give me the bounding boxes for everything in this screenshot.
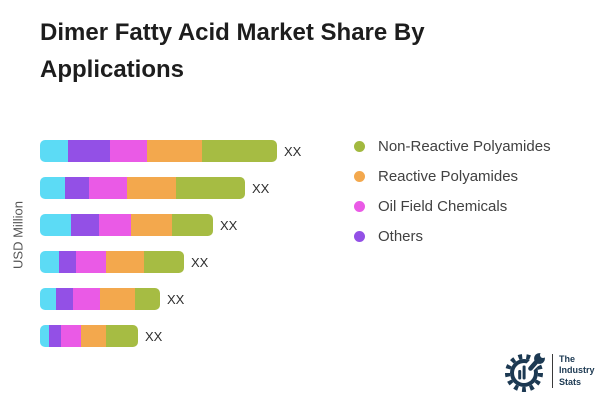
bar-segment-unlabeled[interactable] [40, 251, 59, 273]
logo-divider [552, 354, 553, 388]
bar-segment-reactive-polyamides[interactable] [147, 140, 202, 162]
legend-dot-icon [354, 170, 365, 182]
bar-value-label: XX [191, 254, 209, 270]
bar-segment-others[interactable] [49, 325, 61, 347]
bar-segment-oil-field-chemicals[interactable] [99, 214, 131, 236]
legend-item[interactable]: Oil Field Chemicals [354, 191, 551, 221]
bar-segment-reactive-polyamides[interactable] [127, 177, 176, 199]
legend-label: Non-Reactive Polyamides [378, 137, 551, 155]
bar-segment-reactive-polyamides[interactable] [131, 214, 172, 236]
bar-row: XX [40, 251, 301, 273]
bar-segment-non-reactive-polyamides[interactable] [144, 251, 184, 273]
legend-label: Reactive Polyamides [378, 167, 519, 185]
legend-dot-icon [354, 230, 365, 242]
bar-segment-reactive-polyamides[interactable] [100, 288, 135, 310]
bar-segment-others[interactable] [65, 177, 89, 199]
chart-title: Dimer Fatty Acid Market Share By Applica… [40, 19, 425, 83]
logo-text-line: The [559, 353, 576, 364]
bar-segment-reactive-polyamides[interactable] [106, 251, 144, 273]
bar-segment-others[interactable] [71, 214, 99, 236]
bar-segment-non-reactive-polyamides[interactable] [172, 214, 213, 236]
bar-segment-unlabeled[interactable] [40, 140, 68, 162]
bar-row: XX [40, 177, 301, 199]
legend-item[interactable]: Others [354, 221, 551, 251]
stacked-bar[interactable] [40, 140, 277, 162]
logo-text-line: Stats [559, 376, 582, 387]
legend-item[interactable]: Non-Reactive Polyamides [354, 131, 551, 161]
bar-value-label: XX [252, 180, 270, 196]
bar-segment-unlabeled[interactable] [40, 325, 49, 347]
bar-segment-unlabeled[interactable] [40, 214, 71, 236]
bar-row: XX [40, 288, 301, 310]
bar-row: XX [40, 140, 301, 162]
bar-segment-oil-field-chemicals[interactable] [89, 177, 127, 199]
stacked-bar[interactable] [40, 177, 245, 199]
stacked-bar[interactable] [40, 325, 138, 347]
bar-value-label: XX [220, 217, 238, 233]
bar-segment-others[interactable] [59, 251, 76, 273]
bar-segment-others[interactable] [56, 288, 73, 310]
bar-segment-unlabeled[interactable] [40, 177, 65, 199]
bar-value-label: XX [167, 291, 185, 307]
bar-segment-non-reactive-polyamides[interactable] [202, 140, 277, 162]
legend-dot-icon [354, 140, 365, 152]
legend-dot-icon [354, 200, 365, 212]
bar-segment-oil-field-chemicals[interactable] [110, 140, 147, 162]
logo-text-line: Industry [559, 365, 595, 376]
legend-label: Oil Field Chemicals [378, 197, 508, 215]
bar-value-label: XX [145, 328, 163, 344]
stacked-bar[interactable] [40, 214, 213, 236]
bar-segment-others[interactable] [68, 140, 110, 162]
stacked-bar[interactable] [40, 251, 184, 273]
logo-text: The Industry Stats [559, 354, 595, 389]
industry-stats-gear-wrench-icon [505, 350, 547, 392]
bar-row: XX [40, 325, 301, 347]
logo: The Industry Stats [504, 348, 595, 394]
bar-segment-oil-field-chemicals[interactable] [61, 325, 81, 347]
bar-segment-non-reactive-polyamides[interactable] [106, 325, 138, 347]
bar-chart: XX XX XX XX XX XX [40, 140, 301, 362]
stacked-bar[interactable] [40, 288, 160, 310]
y-axis-label: USD Million [10, 201, 26, 269]
bar-value-label: XX [284, 143, 302, 159]
bar-segment-unlabeled[interactable] [40, 288, 56, 310]
bar-segment-non-reactive-polyamides[interactable] [176, 177, 245, 199]
bar-segment-oil-field-chemicals[interactable] [76, 251, 106, 273]
legend: Non-Reactive Polyamides Reactive Polyamid… [354, 131, 551, 251]
bar-segment-reactive-polyamides[interactable] [81, 325, 106, 347]
bar-row: XX [40, 214, 301, 236]
legend-label: Others [378, 227, 424, 245]
bar-segment-non-reactive-polyamides[interactable] [135, 288, 160, 310]
bar-segment-oil-field-chemicals[interactable] [73, 288, 100, 310]
legend-item[interactable]: Reactive Polyamides [354, 161, 551, 191]
